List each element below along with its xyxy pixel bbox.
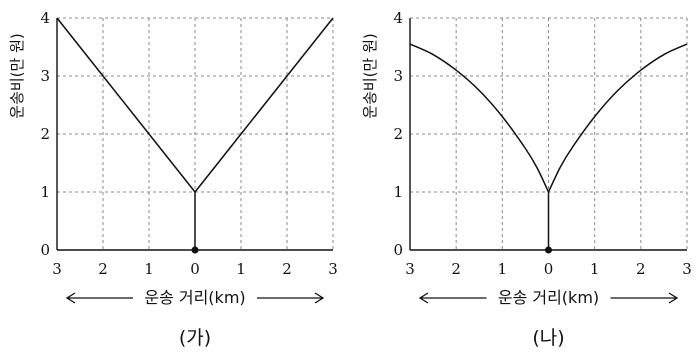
x-tick-label: 3 xyxy=(328,260,338,278)
x-tick-label: 0 xyxy=(190,260,200,278)
y-tick-label: 3 xyxy=(393,67,403,85)
y-tick-label: 3 xyxy=(40,67,50,85)
y-tick-label: 4 xyxy=(393,9,403,27)
y-tick-label: 1 xyxy=(393,183,403,201)
chart-panel-2: 0 1 2 3 4 3 2 1 0 1 2 3 운송비(만 원) 운송 거리(km) (나) xyxy=(361,9,692,349)
x-tick-label: 3 xyxy=(52,260,62,278)
panel-label: (나) xyxy=(532,327,564,349)
chart-panel-1: 0 1 2 3 4 3 2 1 0 1 2 3 운송비(만 원) 운송 거리(km) (가) xyxy=(8,9,338,349)
x-tick-label: 1 xyxy=(498,260,508,278)
y-tick-label: 2 xyxy=(393,125,403,143)
origin-point xyxy=(191,246,199,254)
y-tick-label: 0 xyxy=(40,241,50,259)
y-tick-label: 2 xyxy=(40,125,50,143)
series-line xyxy=(409,43,688,193)
x-tick-label: 1 xyxy=(144,260,154,278)
y-tick-label: 1 xyxy=(40,183,50,201)
x-axis-label: 운송 거리(km) xyxy=(144,288,245,307)
y-tick-label: 0 xyxy=(393,241,403,259)
x-tick-label: 3 xyxy=(682,260,692,278)
left-arrow-icon xyxy=(65,292,133,304)
x-tick-label: 1 xyxy=(236,260,246,278)
x-tick-label: 2 xyxy=(636,260,646,278)
x-tick-label: 2 xyxy=(98,260,108,278)
x-tick-label: 1 xyxy=(590,260,600,278)
x-tick-label: 2 xyxy=(282,260,292,278)
x-tick-label: 2 xyxy=(451,260,461,278)
x-tick-label: 3 xyxy=(405,260,415,278)
right-arrow-icon xyxy=(257,292,325,304)
left-arrow-icon xyxy=(418,292,487,304)
x-tick-label: 0 xyxy=(544,260,554,278)
right-arrow-icon xyxy=(610,292,679,304)
x-axis-label: 운송 거리(km) xyxy=(498,288,599,307)
y-axis-label: 운송비(만 원) xyxy=(8,33,26,118)
panel-label: (가) xyxy=(179,327,211,349)
origin-point xyxy=(545,246,552,254)
y-axis-label: 운송비(만 원) xyxy=(361,33,379,118)
y-tick-label: 4 xyxy=(40,9,50,27)
